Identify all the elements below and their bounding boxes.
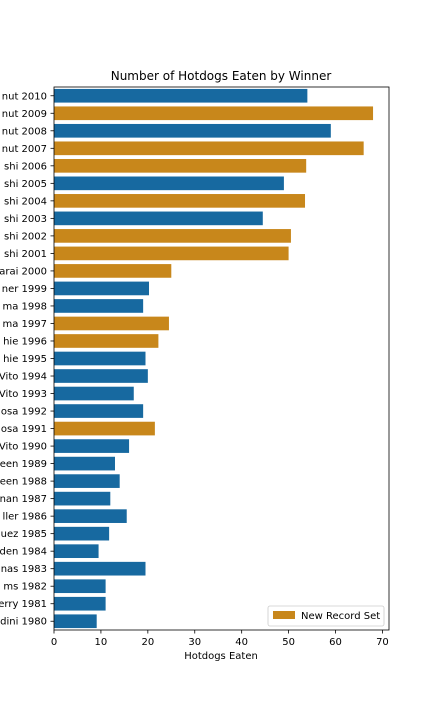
y-tick-label: osa 1991	[1, 424, 47, 435]
x-ticks: 0 10 20 30 40 50 60 70	[51, 630, 389, 648]
y-tick-label: hie 1995	[3, 354, 47, 365]
y-tick-label: shi 2001	[4, 249, 47, 260]
bar	[54, 158, 307, 173]
x-tick-label: 50	[282, 637, 295, 648]
y-tick-label: ma 1997	[3, 319, 48, 330]
x-tick-label: 60	[329, 637, 342, 648]
bar	[54, 579, 106, 594]
y-tick-label: ms 1982	[3, 582, 47, 593]
bar	[54, 526, 110, 541]
y-tick-label: nut 2009	[2, 109, 47, 120]
x-tick-label: 10	[95, 637, 108, 648]
y-tick-label: shi 2005	[4, 179, 47, 190]
y-tick-label: erry 1981	[0, 599, 47, 610]
bar	[54, 316, 169, 331]
y-tick-label: shi 2006	[4, 161, 47, 172]
bar	[54, 561, 146, 576]
legend-swatch-new-record	[273, 611, 295, 619]
bar	[54, 299, 144, 313]
y-tick-label: ma 1998	[3, 301, 48, 312]
bar	[54, 421, 155, 436]
bar	[54, 211, 263, 226]
bar	[54, 509, 127, 523]
y-tick-label: nut 2010	[2, 91, 47, 102]
y-tick-label: hie 1996	[3, 336, 47, 347]
legend-label-new-record: New Record Set	[301, 611, 380, 622]
bar	[54, 106, 374, 121]
bar	[54, 474, 120, 488]
y-tick-label: ller 1986	[3, 512, 47, 523]
x-tick-label: 20	[141, 637, 154, 648]
x-axis-label: Hotdogs Eaten	[184, 651, 258, 662]
y-tick-label: shi 2004	[4, 196, 47, 207]
y-tick-label: een 1989	[0, 459, 47, 470]
bar	[54, 544, 99, 559]
bar	[54, 386, 134, 401]
bar	[54, 596, 106, 611]
y-tick-label: arai 2000	[0, 266, 47, 277]
y-tick-label: ner 1999	[2, 284, 47, 295]
legend-box	[267, 605, 385, 627]
bars	[54, 88, 374, 629]
bar	[54, 369, 148, 383]
bar	[54, 334, 159, 348]
plot-frame	[53, 86, 390, 631]
bar	[54, 194, 306, 208]
y-tick-label: Vito 1994	[0, 372, 47, 383]
y-tick-label: shi 2002	[4, 231, 47, 242]
legend: New Record Set	[267, 605, 385, 627]
y-tick-label: nut 2007	[2, 144, 47, 155]
y-tick-label: dini 1980	[0, 617, 47, 628]
y-tick-label: uez 1985	[1, 529, 47, 540]
y-tick-label: den 1984	[0, 547, 47, 558]
bar	[54, 404, 144, 418]
bar	[54, 456, 115, 471]
bar	[54, 246, 289, 261]
bar	[54, 491, 111, 506]
y-tick-label: osa 1992	[1, 407, 47, 418]
bar	[54, 123, 331, 138]
chart-title: Number of Hotdogs Eaten by Winner	[111, 69, 332, 83]
x-tick-label: 30	[188, 637, 201, 648]
bar	[54, 351, 146, 366]
y-tick-labels: nut 2010 nut 2009 nut 2008 nut 2007 shi 2006…	[0, 91, 54, 628]
y-tick-label: nas 1983	[1, 564, 47, 575]
x-tick-label: 40	[235, 637, 248, 648]
bar	[54, 88, 308, 103]
y-tick-label: Vito 1993	[0, 389, 47, 400]
bar	[54, 229, 291, 243]
y-tick-label: nut 2008	[2, 126, 47, 137]
bar	[54, 614, 97, 629]
y-tick-label: Vito 1990	[0, 442, 47, 453]
bar	[54, 264, 172, 278]
y-tick-label: nan 1987	[0, 494, 47, 505]
bar	[54, 439, 130, 453]
bar	[54, 141, 364, 156]
bar	[54, 281, 150, 296]
x-tick-label: 0	[51, 637, 57, 648]
x-tick-label: 70	[376, 637, 389, 648]
y-tick-label: een 1988	[0, 477, 47, 488]
y-tick-label: shi 2003	[4, 214, 47, 225]
bar	[54, 176, 284, 191]
